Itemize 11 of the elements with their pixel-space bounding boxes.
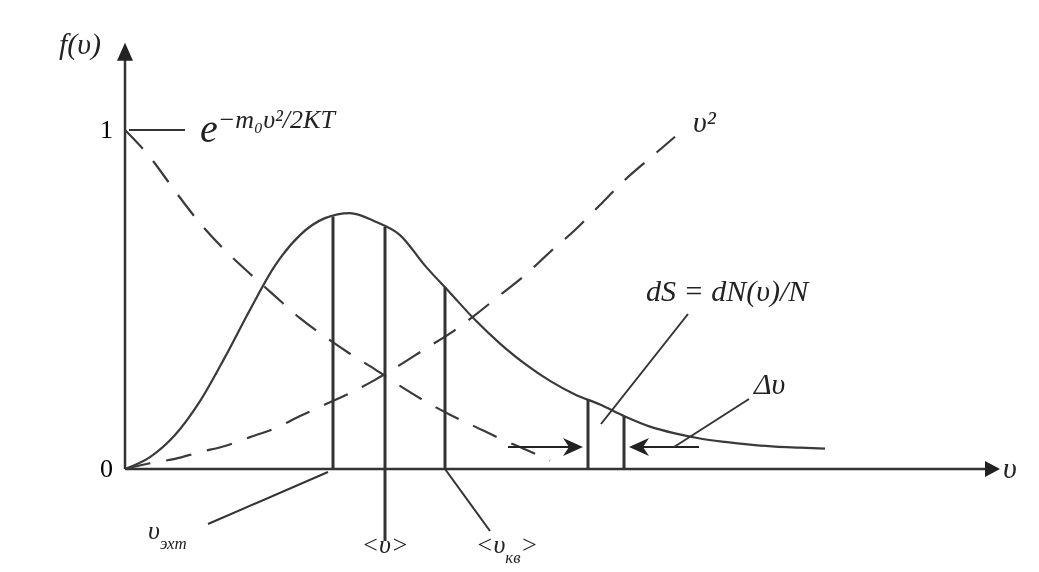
annotation: e$^{−m₀υ²/2KT}$	[200, 104, 337, 151]
annotation: dS = dN(υ)/N	[646, 274, 811, 308]
text: <υ>	[361, 530, 409, 559]
annotation: Δυ	[753, 367, 786, 400]
text: <υ$_{кв}$>	[475, 530, 539, 567]
text: υ$_{эхт}$	[148, 516, 187, 553]
y-tick-label: 1	[100, 115, 113, 144]
y-tick-label: 0	[100, 454, 113, 483]
annotation: υ²	[693, 104, 717, 138]
y-axis-title: f(υ)	[58, 26, 102, 61]
text: υ	[1003, 451, 1017, 484]
